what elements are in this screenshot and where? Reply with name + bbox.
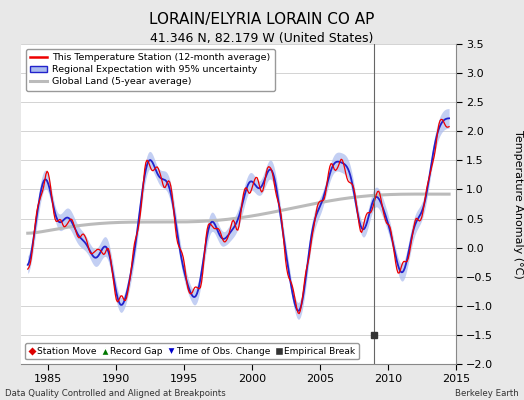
Text: 41.346 N, 82.179 W (United States): 41.346 N, 82.179 W (United States) (150, 32, 374, 45)
Legend: Station Move, Record Gap, Time of Obs. Change, Empirical Break: Station Move, Record Gap, Time of Obs. C… (26, 343, 359, 360)
Text: Data Quality Controlled and Aligned at Breakpoints: Data Quality Controlled and Aligned at B… (5, 389, 226, 398)
Text: Berkeley Earth: Berkeley Earth (455, 389, 519, 398)
Y-axis label: Temperature Anomaly (°C): Temperature Anomaly (°C) (513, 130, 523, 278)
Text: LORAIN/ELYRIA LORAIN CO AP: LORAIN/ELYRIA LORAIN CO AP (149, 12, 375, 27)
